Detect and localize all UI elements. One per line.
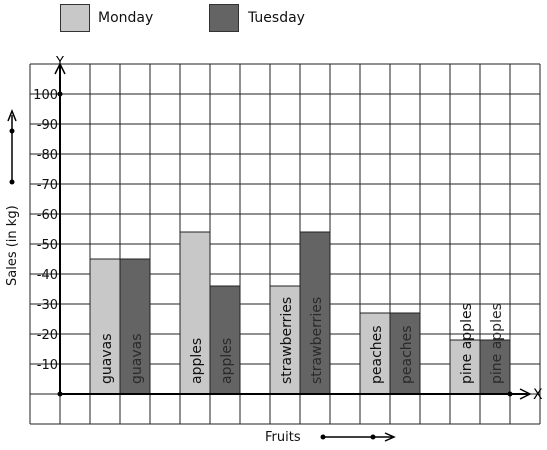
x-axis-arrow-icon: [519, 388, 532, 400]
bar-monday-guavas: [89, 258, 121, 395]
bar-label-monday-peaches: peaches: [369, 325, 385, 384]
bar-label-tuesday-pine-apples: pine apples: [489, 303, 505, 384]
bar-label-monday-guavas: guavas: [99, 334, 115, 385]
bar-label-monday-apples: apples: [189, 338, 205, 384]
bar-label-monday-strawberries: strawberries: [279, 297, 295, 384]
bar-tuesday-pine-apples: [479, 339, 511, 395]
y-tick-label: -10: [37, 358, 58, 373]
y-tick-label: -70: [37, 178, 58, 193]
y-tick-label: -50: [37, 238, 58, 253]
y-axis-dot: [57, 91, 63, 97]
y-label-arrow-dot: [9, 179, 15, 185]
legend-swatch-tuesday: [209, 4, 239, 32]
bar-monday-strawberries: [269, 285, 301, 395]
bar-tuesday-peaches: [389, 312, 421, 395]
bar-monday-apples: [179, 231, 211, 395]
bar-label-tuesday-apples: apples: [219, 338, 235, 384]
y-tick-label: 100: [33, 88, 58, 103]
y-tick-label: -30: [37, 298, 58, 313]
y-axis-arrow-icon: [54, 62, 66, 75]
bar-label-monday-pine-apples: pine apples: [459, 303, 475, 384]
y-axis-label: Sales (in kg): [5, 205, 20, 286]
x-label-arrow-dot: [370, 434, 376, 440]
y-label-arrow-icon: [7, 108, 17, 122]
origin-dot: [57, 391, 63, 397]
y-tick-label: -90: [37, 118, 58, 133]
x-axis-label: Fruits: [265, 430, 301, 445]
y-label-arrow-dot: [9, 128, 15, 134]
x-axis-dot: [507, 391, 513, 397]
x-label-arrow-icon: [384, 432, 396, 442]
y-axis-name: Y: [55, 55, 64, 70]
y-tick-label: -80: [37, 148, 58, 163]
legend-swatch-monday: [60, 4, 90, 32]
y-tick-label: -60: [37, 208, 58, 223]
bar-label-tuesday-peaches: peaches: [399, 325, 415, 384]
y-tick-label: -20: [37, 328, 58, 343]
bar-tuesday-guavas: [119, 258, 151, 395]
x-label-arrow-dot: [320, 434, 326, 440]
bar-label-tuesday-strawberries: strawberries: [309, 297, 325, 384]
x-axis-name: X: [533, 387, 543, 403]
bar-monday-pine-apples: [449, 339, 481, 395]
y-tick-label: -40: [37, 268, 58, 283]
bar-tuesday-strawberries: [299, 231, 331, 395]
bar-label-tuesday-guavas: guavas: [129, 334, 145, 385]
legend-label-tuesday: Tuesday: [248, 10, 305, 26]
legend-label-monday: Monday: [98, 10, 154, 26]
